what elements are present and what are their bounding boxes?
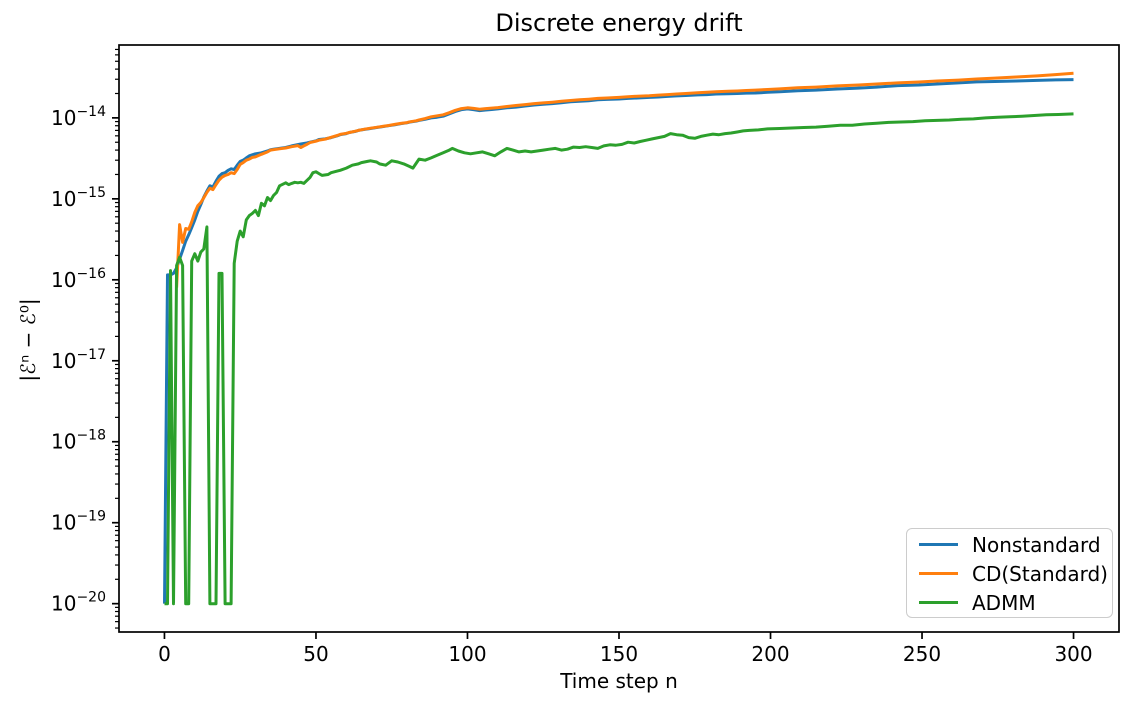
legend-label-nonstandard: Nonstandard [972,532,1101,557]
x-tick-label: 200 [751,642,789,666]
y-tick-label: 10−15 [51,185,106,211]
y-axis-label: |ℰⁿ − ℰ⁰| [16,298,40,382]
y-tick-label: 10−14 [51,104,106,130]
x-tick-label: 300 [1054,642,1092,666]
x-tick-label: 100 [448,642,486,666]
legend-label-admm: ADMM [972,590,1036,615]
y-tick-label: 10−19 [51,509,106,535]
series-line-cd-standard- [175,71,1074,288]
series-line-nonstandard [163,78,1074,604]
legend-label-cd-standard-: CD(Standard) [972,561,1108,586]
legend-line-swatch-admm [919,601,958,604]
legend-line-swatch-nonstandard [919,543,958,546]
x-axis-label: Time step n [560,669,678,693]
axes-frame [118,44,1120,633]
y-tick-label: 10−17 [51,347,106,373]
y-tick-label: 10−18 [51,428,106,454]
y-tick-label: 10−20 [51,590,106,616]
x-tick-label: 250 [903,642,941,666]
x-tick-label: 150 [600,642,638,666]
legend: Nonstandard CD(Standard) ADMM [906,528,1113,618]
legend-item-cd-standard-: CD(Standard) [919,559,1112,588]
y-tick-label: 10−16 [51,266,106,292]
legend-item-admm: ADMM [919,588,1112,617]
series-group [163,71,1074,606]
legend-item-nonstandard: Nonstandard [919,530,1112,559]
legend-line-swatch-cd-standard- [919,572,958,575]
chart-title: Discrete energy drift [495,9,743,37]
x-tick-label: 0 [158,642,171,666]
series-line-admm [164,112,1074,606]
x-tick-label: 50 [303,642,328,666]
